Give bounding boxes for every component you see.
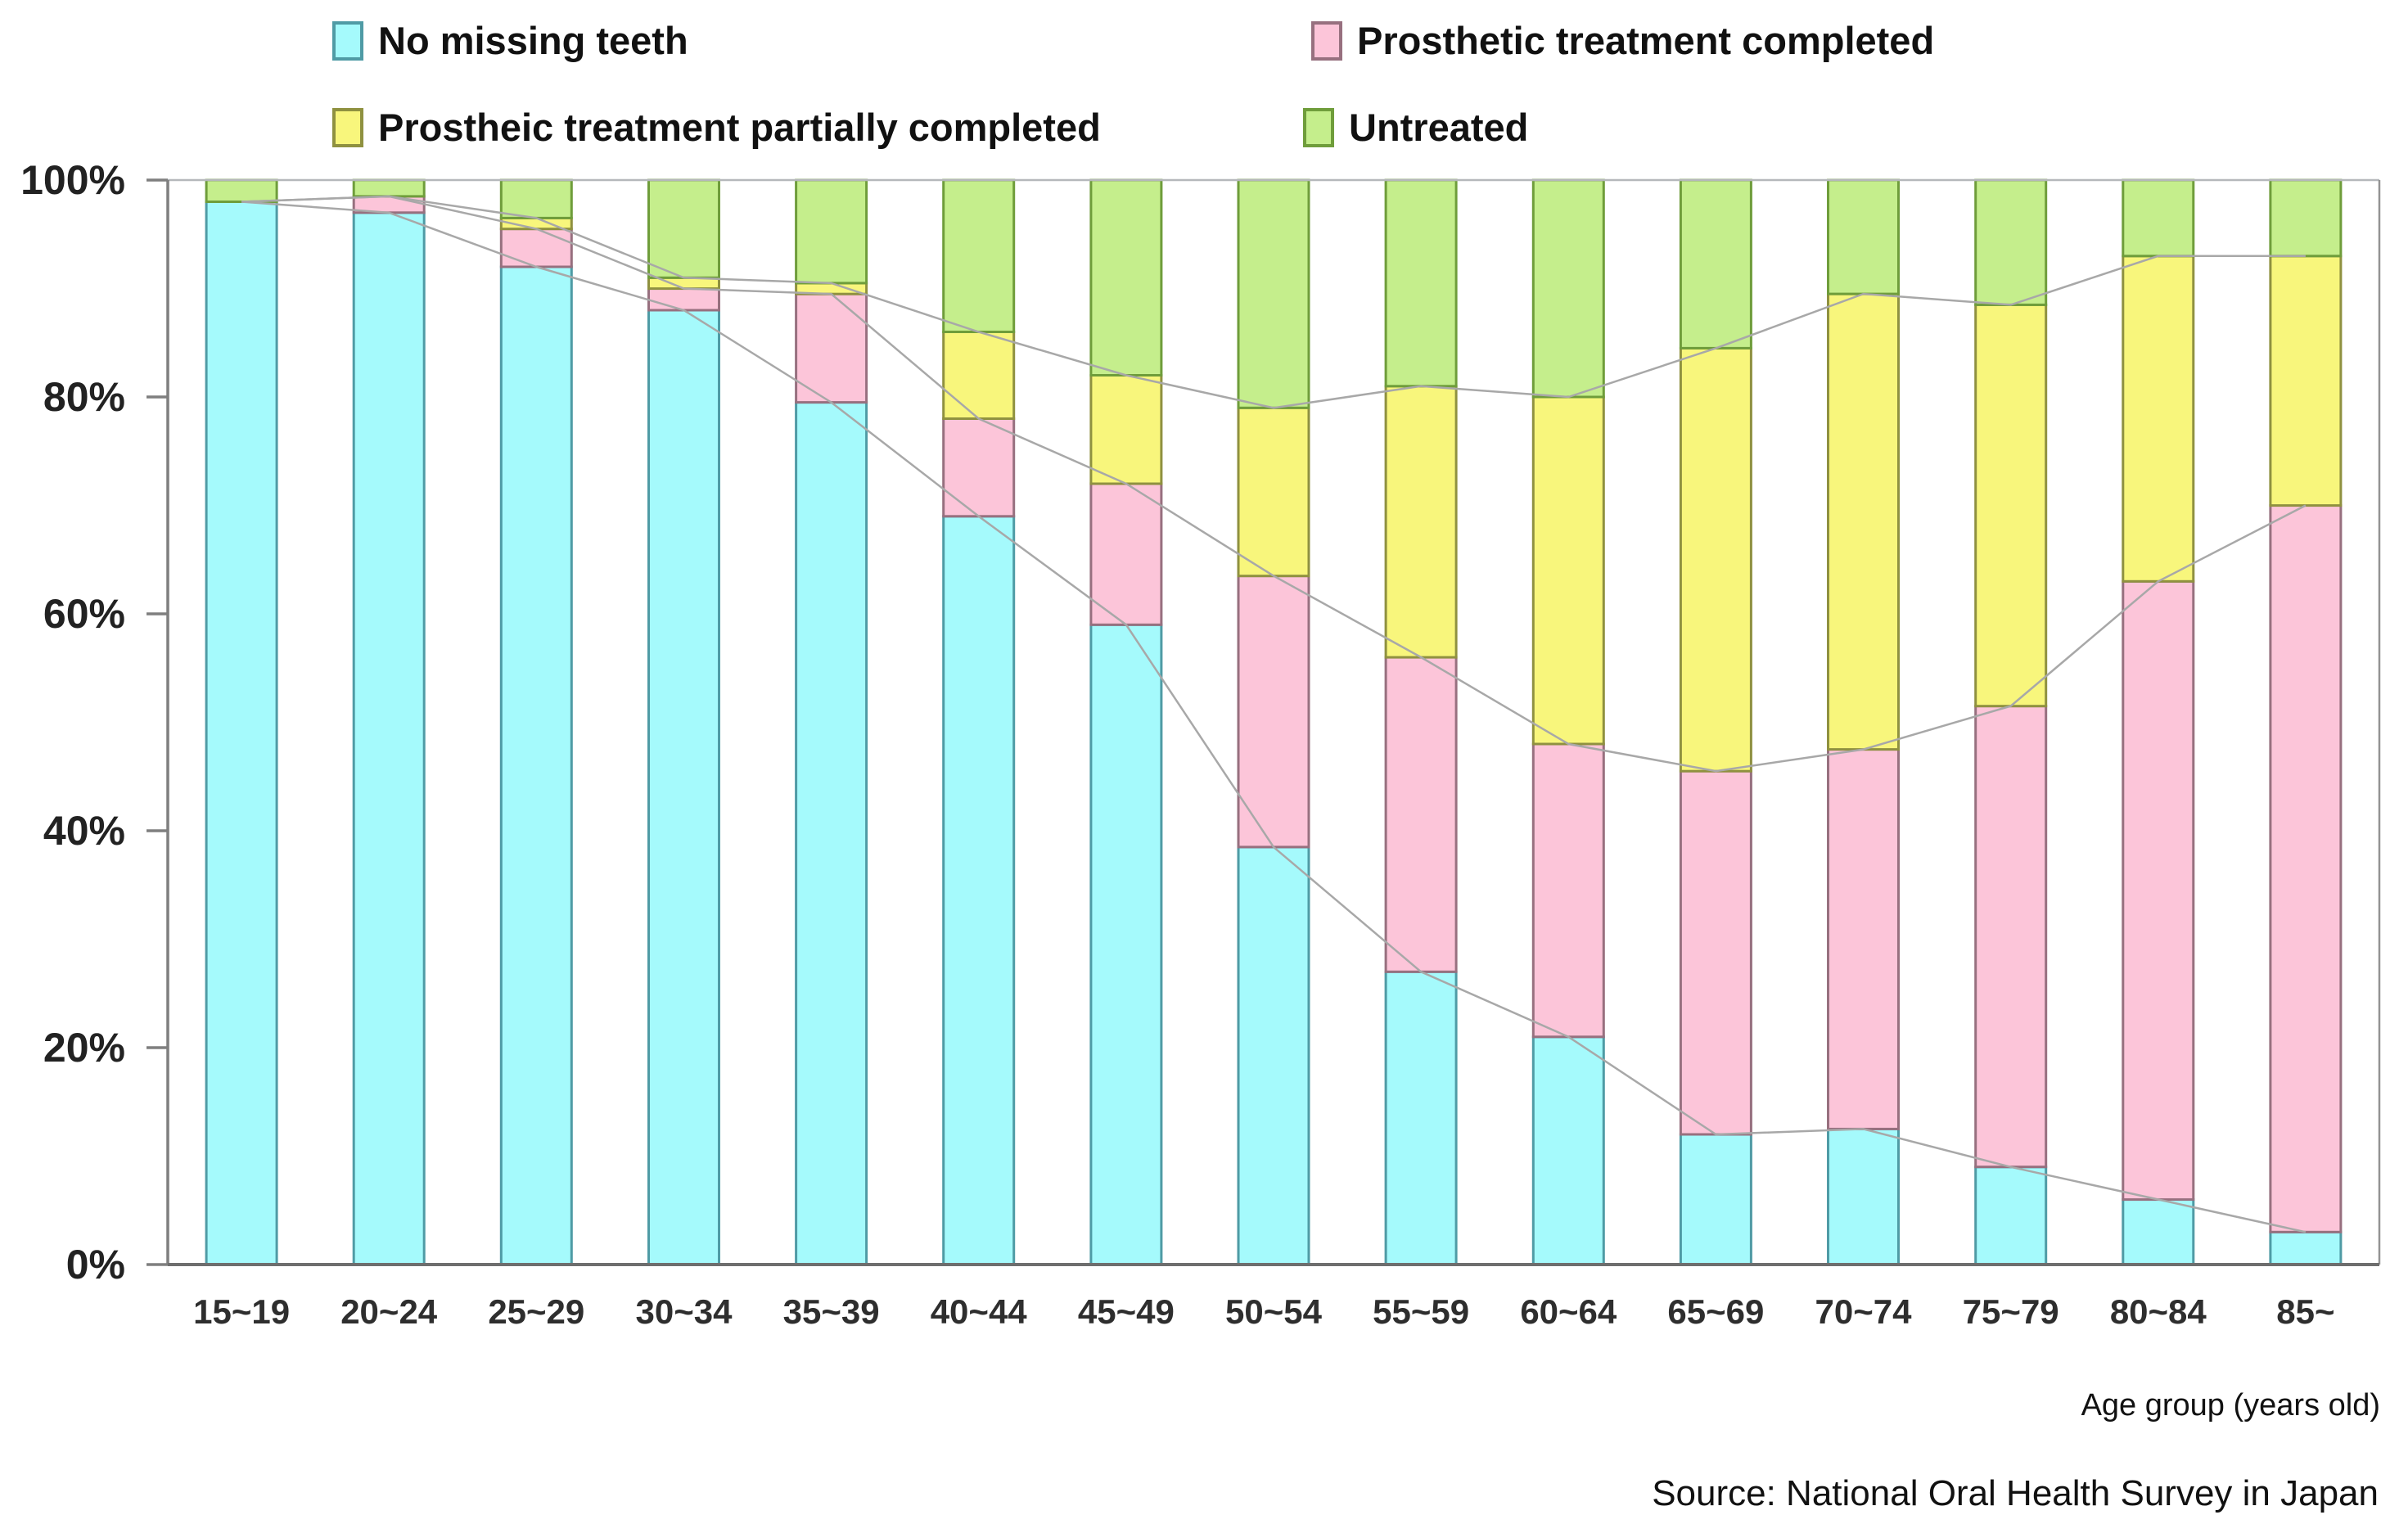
bar-segment-s1-c9 <box>1531 742 1605 1039</box>
bar-segment-s0-c9 <box>1531 1035 1605 1266</box>
bar-segment-s3-c9 <box>1531 178 1605 399</box>
legend-item-prosthetic-treatment-partially-completed: Prostheic treatment partially completed <box>332 105 1101 150</box>
axes-layer: 0% 20% 40% 60% 80% 100% 15~19 20~24 25~29 30~34 35… <box>20 157 2381 1331</box>
bar-segment-s1-c2 <box>499 228 573 268</box>
bar-segment-s0-c4 <box>795 401 868 1266</box>
connector-lines-layer <box>241 195 2307 1233</box>
connector-line-boundary-2 <box>241 195 2307 773</box>
x-tick-label: 50~54 <box>1225 1292 1323 1331</box>
connector-line-boundary-3 <box>241 195 2306 409</box>
bar-segment-s1-c8 <box>1384 656 1458 973</box>
bar-segment-s0-c14 <box>2269 1230 2343 1266</box>
bar-segment-s0-c7 <box>1237 845 1310 1266</box>
bar-segment-s3-c5 <box>942 178 1016 333</box>
bar-segment-s3-c2 <box>499 178 573 219</box>
bar-segment-s3-c10 <box>1679 178 1752 349</box>
bar-segment-s3-c6 <box>1089 178 1163 376</box>
bar-segment-s1-c11 <box>1827 748 1900 1130</box>
legend-swatch-green-icon <box>1303 107 1334 147</box>
bar-segment-s2-c12 <box>1974 303 2048 708</box>
x-tick-label: 80~84 <box>2110 1292 2207 1331</box>
bar-segment-s0-c6 <box>1089 623 1163 1266</box>
legend-label: Untreated <box>1349 106 1529 149</box>
legend-label: No missing teeth <box>378 19 688 62</box>
x-tick-label: 85~ <box>2276 1292 2334 1331</box>
bar-segment-s0-c0 <box>205 201 278 1266</box>
bar-segment-s3-c3 <box>647 178 720 279</box>
bar-segment-s3-c11 <box>1827 178 1900 295</box>
legend-item-prosthetic-treatment-completed: Prosthetic treatment completed <box>1311 18 1934 63</box>
x-tick-label: 75~79 <box>1963 1292 2059 1331</box>
y-tick-label: 60% <box>43 591 125 637</box>
bar-segment-s2-c10 <box>1679 346 1752 773</box>
x-axis-title: Age group (years old) <box>2081 1388 2380 1423</box>
legend-swatch-pink-icon <box>1311 20 1342 61</box>
x-tick-label: 35~39 <box>783 1292 880 1331</box>
x-tick-label: 60~64 <box>1520 1292 1617 1331</box>
bar-segment-s2-c6 <box>1089 374 1163 485</box>
bar-segment-s3-c13 <box>2122 178 2195 258</box>
bar-segment-s2-c9 <box>1531 395 1605 746</box>
bar-segment-s3-c7 <box>1237 178 1310 409</box>
bar-segment-s2-c14 <box>2269 255 2343 507</box>
y-tick-label: 0% <box>66 1242 125 1287</box>
legend-label: Prostheic treatment partially completed <box>378 106 1101 149</box>
bar-segment-s1-c5 <box>942 417 1016 518</box>
bar-segment-s2-c5 <box>942 331 1016 420</box>
source-note: Source: National Oral Health Survey in J… <box>1652 1473 2379 1513</box>
bar-segment-s0-c10 <box>1679 1133 1752 1266</box>
legend-swatch-cyan-icon <box>332 20 363 61</box>
bar-segment-s1-c13 <box>2122 579 2195 1202</box>
y-tick-label: 40% <box>43 808 125 854</box>
legend-item-no-missing-teeth: No missing teeth <box>332 18 688 63</box>
x-tick-label: 65~69 <box>1667 1292 1764 1331</box>
bar-segment-s3-c1 <box>352 178 426 198</box>
x-tick-label: 15~19 <box>193 1292 290 1331</box>
bar-segment-s1-c7 <box>1237 575 1310 849</box>
bar-segment-s0-c1 <box>352 211 426 1266</box>
bar-segment-s2-c8 <box>1384 385 1458 659</box>
y-tick-label: 100% <box>20 157 125 203</box>
bar-segment-s1-c4 <box>795 292 868 404</box>
bar-segment-s1-c6 <box>1089 482 1163 626</box>
legend-item-untreated: Untreated <box>1303 105 1528 150</box>
bar-segment-s2-c13 <box>2122 255 2195 583</box>
bar-segment-s3-c0 <box>205 178 278 203</box>
x-tick-label: 30~34 <box>636 1292 733 1331</box>
bar-segment-s3-c4 <box>795 178 868 285</box>
bar-segment-s2-c11 <box>1827 292 1900 751</box>
bar-segment-s0-c8 <box>1384 970 1458 1266</box>
bar-segment-s0-c12 <box>1974 1166 2048 1266</box>
bar-segment-s0-c11 <box>1827 1127 1900 1266</box>
x-tick-label: 70~74 <box>1815 1292 1913 1331</box>
bar-segment-s0-c2 <box>499 265 573 1266</box>
bar-segment-s3-c8 <box>1384 178 1458 388</box>
x-tick-label: 40~44 <box>931 1292 1028 1331</box>
bar-segment-s3-c14 <box>2269 178 2343 258</box>
x-tick-label: 45~49 <box>1078 1292 1175 1331</box>
bar-segment-s3-c12 <box>1974 178 2048 306</box>
bar-segment-s2-c7 <box>1237 406 1310 578</box>
bar-segment-s1-c12 <box>1974 705 2048 1169</box>
connector-line-boundary-1 <box>241 201 2307 1233</box>
x-tick-label: 20~24 <box>340 1292 438 1331</box>
x-tick-label: 55~59 <box>1373 1292 1469 1331</box>
bars-layer <box>205 178 2343 1266</box>
x-tick-label: 25~29 <box>488 1292 584 1331</box>
bar-segment-s1-c3 <box>647 287 720 312</box>
legend-label: Prosthetic treatment completed <box>1357 19 1935 62</box>
bar-segment-s0-c3 <box>647 309 720 1266</box>
legend-swatch-yellow-icon <box>332 107 363 147</box>
bar-segment-s1-c14 <box>2269 504 2343 1233</box>
y-tick-label: 20% <box>43 1025 125 1071</box>
bar-segment-s1-c10 <box>1679 769 1752 1136</box>
bar-segment-s0-c13 <box>2122 1198 2195 1266</box>
bar-segment-s0-c5 <box>942 515 1016 1266</box>
y-tick-label: 80% <box>43 374 125 420</box>
